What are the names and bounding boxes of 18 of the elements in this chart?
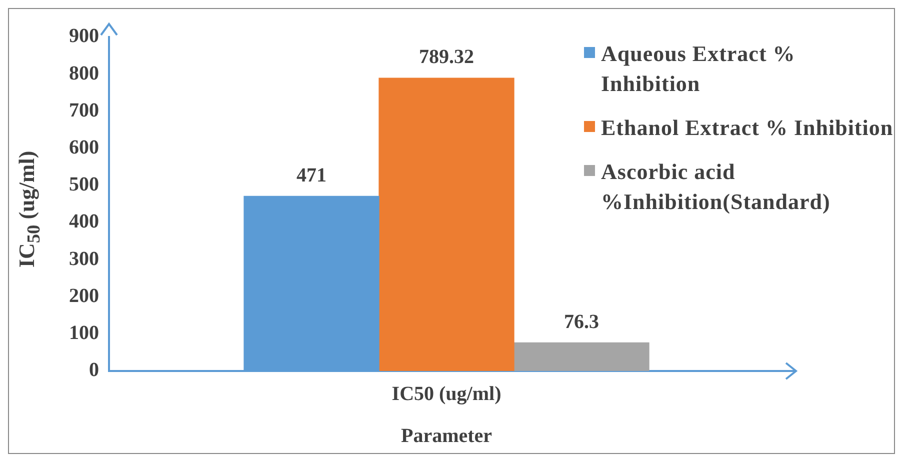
y-tick-label: 500 [69,174,99,196]
legend-label: Aqueous Extract % Inhibition [601,40,796,98]
y-tick-label: 700 [69,99,99,122]
y-tick-label: 400 [69,210,99,233]
legend-label: Ascorbic acid %Inhibition(Standard) [601,158,832,216]
y-tick-label: 900 [69,25,99,48]
x-tick-label: IC50 (ug/ml) [392,383,502,406]
y-tick-label: 0 [89,359,99,382]
y-tick-label: 800 [69,62,99,84]
data-label: 471 [296,164,326,186]
y-tick-label: 300 [69,248,99,270]
data-label: 789.32 [419,46,474,68]
x-axis-title: Parameter [400,425,492,448]
y-tick-label: 600 [69,136,99,159]
data-label: 76.3 [564,310,599,333]
legend-label: Ethanol Extract % Inhibition [601,114,894,142]
y-tick-label: 100 [69,322,99,344]
y-tick-label: 200 [69,284,99,307]
